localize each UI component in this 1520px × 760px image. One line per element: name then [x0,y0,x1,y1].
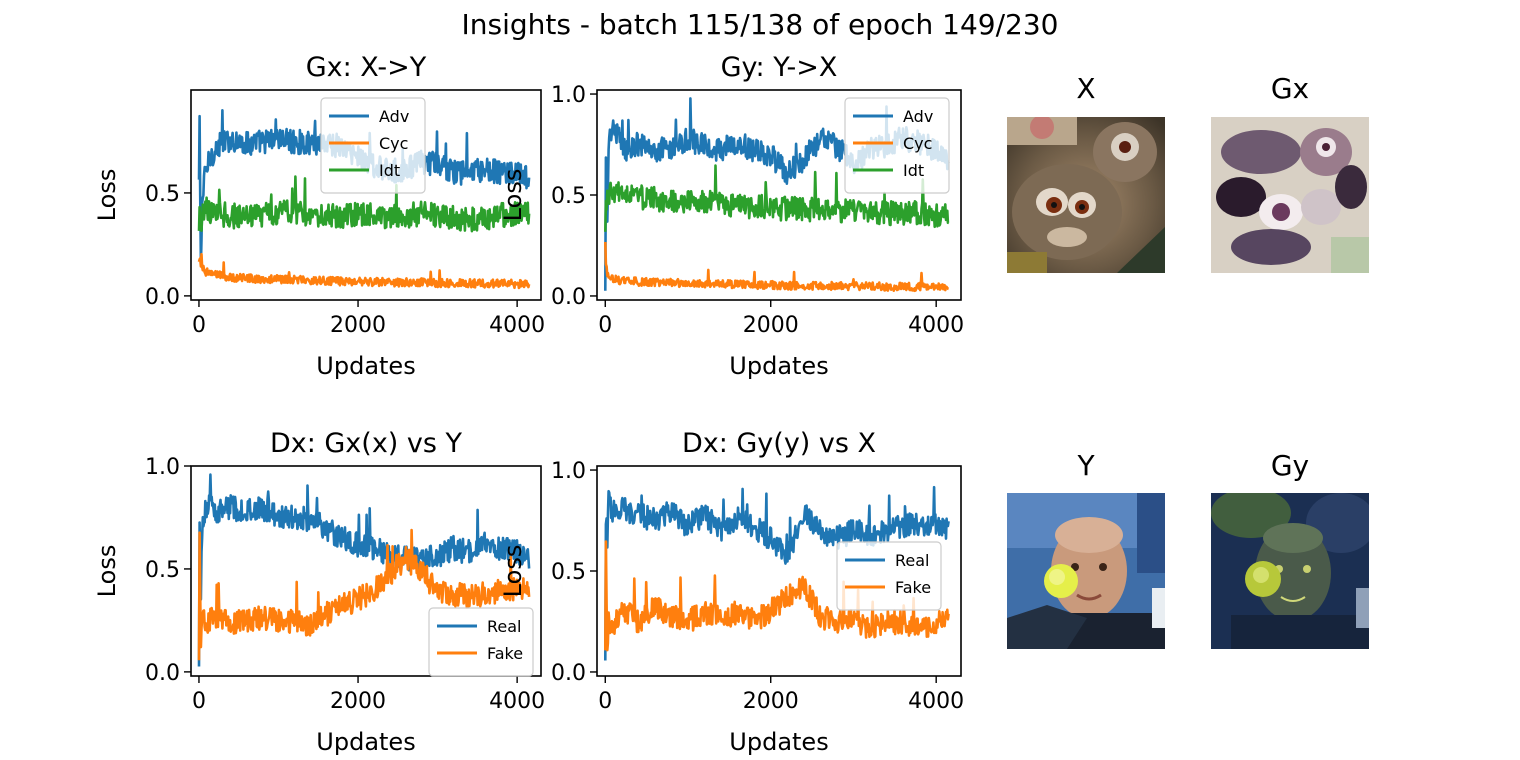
legend-label-real: Real [487,617,522,636]
legend-label-idt: Idt [379,161,400,180]
series-line-real [604,485,950,661]
y-tick-label: 0.5 [145,558,180,583]
x-tick-label: 2000 [330,313,386,338]
y-tick-label: 1.0 [551,83,586,108]
y-tick-label: 0.0 [145,661,180,686]
y-axis-label: Loss [93,545,121,598]
x-tick-label: 2000 [743,313,799,338]
chart-1: 0 2000 4000 0.0 0.5 Gx: X->Y Updates Loss Adv Cyc… [93,52,545,380]
lemur-photo-icon [1007,117,1165,273]
image-title-gy: Gy [1270,449,1310,482]
x-tick-label: 0 [192,689,206,714]
chart-title: Dx: Gy(y) vs X [682,428,876,459]
lemur-translated-photo-icon [1211,117,1369,273]
x-axis-label: Updates [729,352,828,380]
series-line-cyc [604,241,950,293]
tennis-player-photo-icon [1007,493,1165,649]
legend-label-real: Real [895,551,930,570]
y-axis-label: Loss [93,169,121,222]
y-tick-label: 1.0 [551,459,586,484]
image-title-gx: Gx [1270,72,1310,105]
series-line-cyc [197,252,531,290]
image-title-y: Y [1077,449,1095,482]
x-tick-label: 2000 [743,689,799,714]
chart-title: Gy: Y->X [721,52,838,83]
y-axis-label: Loss [499,545,527,598]
series-line-fake [604,540,950,652]
series-line-idt [197,175,531,233]
y-tick-label: 0.0 [551,285,586,310]
chart-4: 0 2000 4000 0.0 0.5 1.0 Dx: Gy(y) vs X Updates L… [499,428,964,756]
x-axis-label: Updates [729,728,828,756]
legend: Real Fake [836,541,942,611]
y-tick-label: 1.0 [145,455,180,480]
legend: Real Fake [428,607,534,677]
chart-3: 0 2000 4000 0.0 0.5 1.0 Dx: Gx(x) vs Y Updates L… [93,428,545,756]
y-tick-label: 0.5 [551,560,586,585]
x-axis-label: Updates [316,352,415,380]
legend-label-adv: Adv [903,107,933,126]
chart-title: Gx: X->Y [306,52,427,83]
y-tick-label: 0.0 [551,661,586,686]
x-axis-label: Updates [316,728,415,756]
axes-frame [190,465,542,677]
legend-label-idt: Idt [903,161,924,180]
x-tick-label: 0 [598,689,612,714]
legend-label-fake: Fake [895,578,931,597]
x-tick-label: 4000 [908,313,964,338]
series-line-idt [604,164,950,232]
chart-2: 0 2000 4000 0.0 0.5 1.0 Gy: Y->X Updates Loss Adv… [499,52,964,380]
series-line-fake [197,528,531,661]
x-tick-label: 4000 [489,689,545,714]
legend: Adv Cyc Idt [844,97,950,194]
tennis-player-translated-photo-icon [1211,493,1369,649]
x-tick-label: 0 [192,313,206,338]
series-line-real [197,473,531,667]
chart-title: Dx: Gx(x) vs Y [270,428,463,459]
x-tick-label: 2000 [330,689,386,714]
axes-frame [190,89,542,301]
figure-suptitle: Insights - batch 115/138 of epoch 149/23… [461,8,1059,41]
y-tick-label: 0.5 [145,182,180,207]
x-tick-label: 4000 [908,689,964,714]
y-tick-label: 0.5 [551,184,586,209]
legend-label-adv: Adv [379,107,409,126]
y-axis-label: Loss [499,169,527,222]
x-tick-label: 0 [598,313,612,338]
x-tick-label: 4000 [489,313,545,338]
legend-label-cyc: Cyc [379,134,408,153]
legend-label-cyc: Cyc [903,134,932,153]
legend: Adv Cyc Idt [320,97,426,194]
y-tick-label: 0.0 [145,285,180,310]
image-title-x: X [1076,72,1096,105]
legend-label-fake: Fake [487,644,523,663]
